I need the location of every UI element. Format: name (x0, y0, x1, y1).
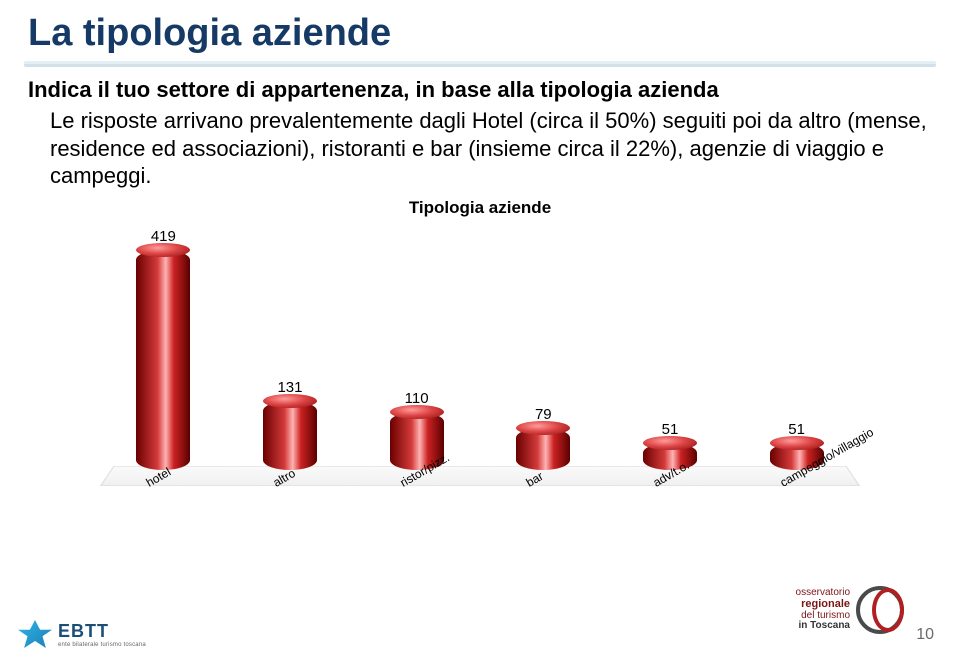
bar-value-label: 419 (123, 228, 203, 240)
bar-value-label: 79 (503, 406, 583, 418)
chart-area: 419131110795151 hotelaltroristor/pizz.ba… (100, 226, 860, 526)
bar-value-label: 131 (250, 379, 330, 391)
chart-x-labels: hotelaltroristor/pizz.baradv/t.o.campegg… (100, 478, 860, 538)
bar-cylinder (136, 250, 190, 470)
osservatorio-line3: del turismo (801, 610, 850, 621)
page-title: La tipologia aziende (0, 0, 960, 61)
logo-ebtt: EBTT ente bilaterale turismo toscana (18, 620, 146, 648)
chart-title: Tipologia aziende (0, 198, 960, 218)
subtitle: Indica il tuo settore di appartenenza, i… (0, 67, 960, 107)
ebtt-subtext: ente bilaterale turismo toscana (58, 642, 146, 648)
page-number: 10 (916, 626, 934, 644)
ebtt-icon (18, 620, 52, 648)
body-text: Le risposte arrivano prevalentemente dag… (0, 107, 960, 190)
rings-icon (856, 586, 904, 634)
osservatorio-text: osservatorio regionale del turismo in To… (796, 588, 850, 631)
bar-slot: 419 (123, 250, 203, 470)
logo-osservatorio: osservatorio regionale del turismo in To… (796, 586, 904, 634)
bar-value-label: 51 (630, 421, 710, 433)
bar-value-label: 51 (757, 421, 837, 433)
ebtt-text: EBTT (58, 621, 146, 642)
osservatorio-line1: osservatorio (796, 587, 850, 598)
osservatorio-line4: in Toscana (799, 620, 851, 631)
chart-bars: 419 131 110 79 51 51 (100, 250, 860, 470)
bar-value-label: 110 (377, 390, 457, 402)
osservatorio-line2: regionale (801, 598, 850, 610)
